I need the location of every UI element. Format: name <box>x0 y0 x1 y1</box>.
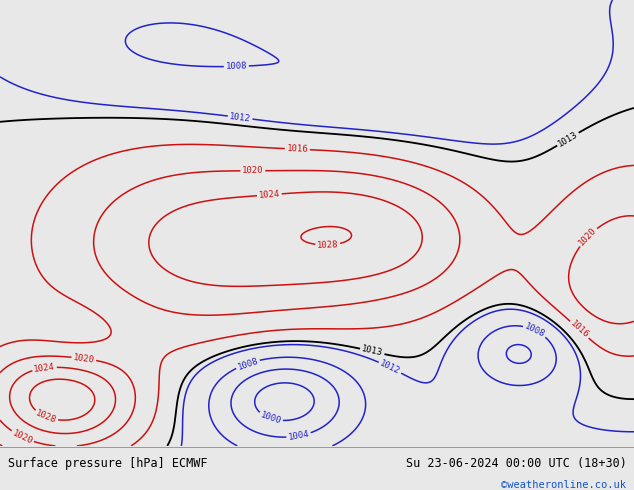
Text: Su 23-06-2024 00:00 UTC (18+30): Su 23-06-2024 00:00 UTC (18+30) <box>406 457 626 470</box>
Text: 1004: 1004 <box>287 430 310 442</box>
Text: 1008: 1008 <box>226 62 247 71</box>
Text: 1024: 1024 <box>258 190 280 200</box>
Text: 1028: 1028 <box>317 240 339 250</box>
Text: 1008: 1008 <box>236 356 259 371</box>
Text: 1008: 1008 <box>523 321 547 339</box>
Text: Surface pressure [hPa] ECMWF: Surface pressure [hPa] ECMWF <box>8 457 207 470</box>
Text: 1000: 1000 <box>259 411 282 426</box>
Text: 1020: 1020 <box>73 353 95 365</box>
Text: 1016: 1016 <box>287 144 308 154</box>
Text: ©weatheronline.co.uk: ©weatheronline.co.uk <box>501 480 626 490</box>
Text: 1013: 1013 <box>361 344 384 358</box>
Text: 1012: 1012 <box>378 359 402 376</box>
Text: 1020: 1020 <box>242 166 264 175</box>
Text: 1024: 1024 <box>33 362 56 374</box>
Text: 1012: 1012 <box>229 112 251 123</box>
Text: 1020: 1020 <box>11 428 34 446</box>
Text: 1020: 1020 <box>578 226 598 248</box>
Text: 1016: 1016 <box>569 319 590 340</box>
Text: 1013: 1013 <box>557 130 579 148</box>
Text: 1028: 1028 <box>34 409 58 425</box>
